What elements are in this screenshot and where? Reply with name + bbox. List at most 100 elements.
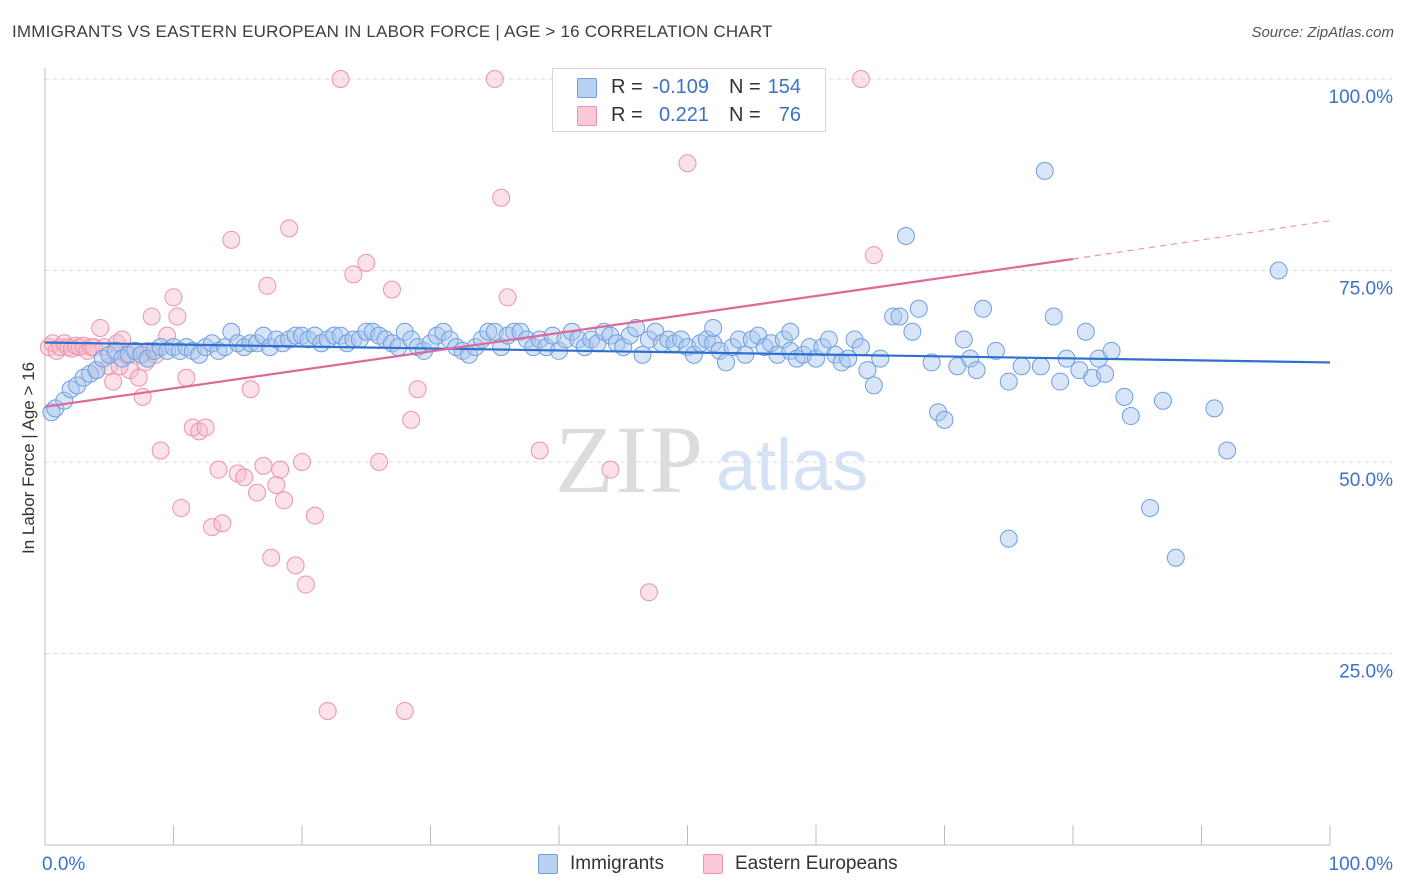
data-point-eastern-europeans bbox=[402, 410, 421, 429]
legend-row-eastern-europeans: R = 0.221 N = 76 bbox=[553, 101, 825, 129]
series-immigrants bbox=[42, 161, 1288, 567]
data-point-eastern-europeans bbox=[151, 441, 170, 460]
data-point-immigrants bbox=[858, 361, 877, 380]
data-point-immigrants bbox=[819, 330, 838, 349]
data-point-immigrants bbox=[1102, 341, 1121, 360]
data-point-immigrants bbox=[395, 322, 414, 341]
legend-label: Immigrants bbox=[570, 853, 664, 874]
n-value: 154 bbox=[767, 76, 801, 98]
data-point-immigrants bbox=[1269, 261, 1288, 280]
data-point-immigrants bbox=[961, 349, 980, 368]
data-point-immigrants bbox=[929, 403, 948, 422]
data-point-eastern-europeans bbox=[286, 556, 305, 575]
data-point-eastern-europeans bbox=[222, 230, 241, 249]
correlation-legend: R = -0.109 N = 154 R = 0.221 N = 76 bbox=[552, 68, 826, 132]
legend-swatch-pink bbox=[703, 854, 723, 874]
data-point-eastern-europeans bbox=[142, 307, 161, 326]
data-point-immigrants bbox=[1141, 498, 1160, 517]
data-point-immigrants bbox=[974, 299, 993, 318]
data-point-immigrants bbox=[884, 307, 903, 326]
data-point-immigrants bbox=[800, 338, 819, 357]
data-point-immigrants bbox=[222, 322, 241, 341]
trendline-eastern-europeans bbox=[44, 257, 1074, 408]
data-point-immigrants bbox=[68, 376, 87, 395]
data-point-immigrants bbox=[1051, 372, 1070, 391]
data-point-eastern-europeans bbox=[196, 418, 215, 437]
data-point-eastern-europeans bbox=[370, 453, 389, 471]
data-point-eastern-europeans bbox=[209, 460, 228, 479]
data-point-eastern-europeans bbox=[168, 307, 187, 326]
data-point-immigrants bbox=[601, 326, 620, 345]
data-point-immigrants bbox=[935, 410, 954, 429]
x-tick-label: 0.0% bbox=[42, 854, 85, 875]
data-point-eastern-europeans bbox=[241, 380, 260, 399]
legend-label: Eastern Europeans bbox=[735, 853, 898, 874]
data-point-immigrants bbox=[479, 322, 498, 341]
legend-swatch-blue bbox=[538, 854, 558, 874]
data-point-eastern-europeans bbox=[267, 475, 286, 494]
y-tick-label: 100.0% bbox=[1329, 87, 1394, 108]
data-point-immigrants bbox=[729, 330, 748, 349]
data-point-immigrants bbox=[1012, 357, 1031, 376]
data-point-immigrants bbox=[704, 318, 723, 337]
label-layer: 25.0% 50.0% 75.0% 100.0% 0.0% 100.0% In Labor … bbox=[19, 87, 1393, 875]
data-point-eastern-europeans bbox=[235, 468, 254, 487]
trend-layer bbox=[44, 220, 1331, 408]
data-point-eastern-europeans bbox=[254, 456, 273, 475]
data-point-immigrants bbox=[999, 529, 1018, 548]
data-point-immigrants bbox=[781, 322, 800, 341]
data-point-immigrants bbox=[1115, 387, 1134, 406]
data-point-eastern-europeans bbox=[258, 276, 277, 295]
data-point-eastern-europeans bbox=[408, 380, 427, 399]
data-point-immigrants bbox=[1166, 548, 1185, 567]
data-point-immigrants bbox=[845, 330, 864, 349]
n-value: 76 bbox=[778, 104, 801, 126]
y-axis-label: In Labor Force | Age > 16 bbox=[19, 362, 38, 554]
data-point-immigrants bbox=[999, 372, 1018, 391]
r-label: R = bbox=[611, 104, 643, 126]
data-point-immigrants bbox=[954, 330, 973, 349]
data-point-immigrants bbox=[524, 338, 543, 357]
data-point-eastern-europeans bbox=[382, 280, 401, 299]
data-point-eastern-europeans bbox=[262, 548, 281, 567]
data-point-eastern-europeans bbox=[331, 70, 350, 88]
data-point-eastern-europeans bbox=[498, 288, 517, 307]
data-point-immigrants bbox=[672, 330, 691, 349]
data-point-immigrants bbox=[620, 326, 639, 345]
legend-row-immigrants: R = -0.109 N = 154 bbox=[553, 73, 825, 101]
data-point-immigrants bbox=[511, 322, 530, 341]
source-label: Source: ZipAtlas.com bbox=[1251, 24, 1394, 41]
data-point-eastern-europeans bbox=[492, 188, 511, 207]
watermark: ZIP atlas bbox=[555, 406, 868, 513]
data-point-immigrants bbox=[1076, 322, 1095, 341]
y-tick-label: 25.0% bbox=[1339, 662, 1393, 683]
grid-layer bbox=[45, 78, 1392, 654]
data-point-immigrants bbox=[909, 299, 928, 318]
axis-layer bbox=[44, 68, 1331, 846]
data-point-immigrants bbox=[627, 318, 646, 337]
data-point-immigrants bbox=[684, 345, 703, 364]
data-point-eastern-europeans bbox=[357, 253, 376, 272]
data-point-immigrants bbox=[717, 353, 736, 372]
n-label: N = bbox=[729, 76, 761, 98]
data-point-immigrants bbox=[1121, 407, 1140, 426]
data-point-immigrants bbox=[1205, 399, 1224, 418]
data-point-eastern-europeans bbox=[530, 441, 549, 460]
r-label: R = bbox=[611, 76, 643, 98]
data-point-immigrants bbox=[1044, 307, 1063, 326]
data-point-eastern-europeans bbox=[601, 460, 620, 479]
trendline-immigrants bbox=[44, 341, 1331, 364]
trendline-eastern-europeans-extension bbox=[1072, 220, 1331, 260]
chart-title: IMMIGRANTS VS EASTERN EUROPEAN IN LABOR … bbox=[12, 22, 773, 41]
data-point-eastern-europeans bbox=[248, 483, 267, 502]
data-point-immigrants bbox=[87, 361, 106, 380]
data-point-eastern-europeans bbox=[485, 70, 504, 88]
data-point-eastern-europeans bbox=[395, 701, 414, 720]
data-point-eastern-europeans bbox=[213, 514, 232, 533]
data-point-eastern-europeans bbox=[305, 506, 324, 525]
data-point-immigrants bbox=[896, 227, 915, 246]
data-point-eastern-europeans bbox=[344, 265, 363, 284]
data-point-eastern-europeans bbox=[275, 491, 294, 510]
series-legend: Immigrants Eastern Europeans bbox=[0, 852, 1406, 878]
data-point-eastern-europeans bbox=[271, 460, 290, 479]
